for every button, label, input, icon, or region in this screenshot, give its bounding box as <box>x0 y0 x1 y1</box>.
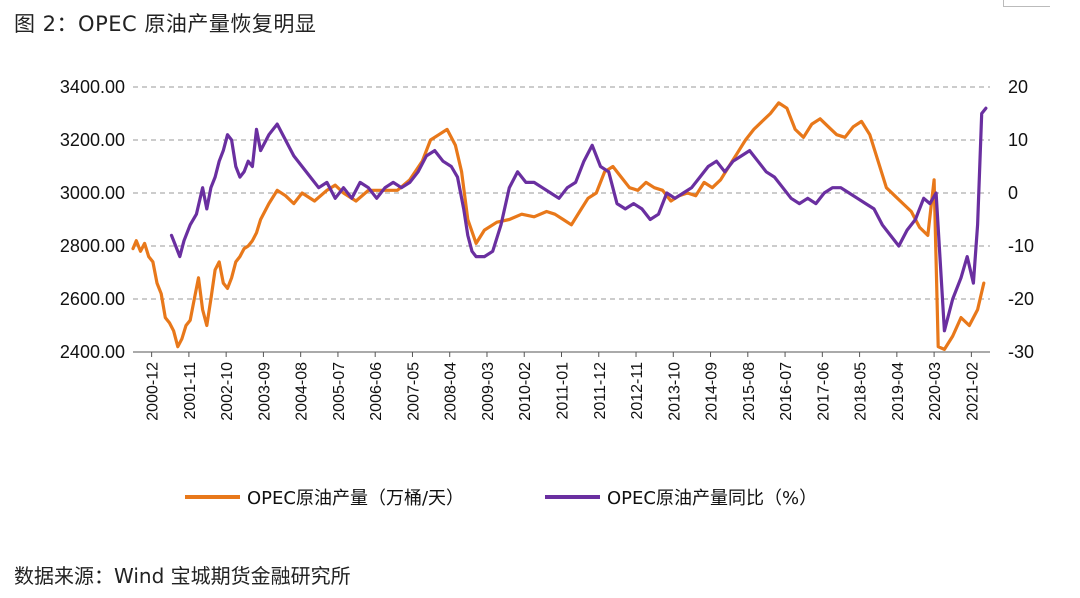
x-tick-label: 2003-09 <box>256 362 273 421</box>
y-left-tick-label: 3200.00 <box>60 130 125 150</box>
x-tick-label: 2016-07 <box>778 362 795 421</box>
x-tick-label: 2018-05 <box>853 362 870 421</box>
x-tick-label: 2011-01 <box>555 362 572 420</box>
page-corner-rule <box>1003 0 1050 7</box>
source-note: 数据来源：Wind 宝城期货金融研究所 <box>14 564 351 588</box>
x-tick-label: 2007-05 <box>405 362 422 421</box>
x-tick-label: 2002-10 <box>219 362 236 421</box>
x-tick-label: 2015-08 <box>741 362 758 421</box>
y-left-tick-label: 2800.00 <box>60 236 125 256</box>
x-tick-label: 2020-03 <box>927 362 944 421</box>
x-tick-label: 2021-02 <box>964 362 981 421</box>
series-line-production <box>131 101 986 351</box>
x-tick-label: 2000-12 <box>145 362 162 421</box>
y-left-tick-label: 2600.00 <box>60 289 125 309</box>
x-tick-label: 2001-11 <box>182 362 199 420</box>
y-left-tick-label: 2400.00 <box>60 342 125 362</box>
legend-label: OPEC原油产量同比（%） <box>607 488 817 509</box>
x-tick-label: 2005-07 <box>331 362 348 421</box>
legend-label: OPEC原油产量（万桶/天） <box>247 488 464 509</box>
y-right-tick-label: 0 <box>1008 183 1018 203</box>
figure-title: 图 2：OPEC 原油产量恢复明显 <box>14 12 317 36</box>
x-tick-label: 2012-11 <box>629 362 646 420</box>
x-tick-label: 2009-03 <box>480 362 497 421</box>
y-right-tick-label: -20 <box>1008 289 1034 309</box>
x-tick-label: 2004-08 <box>294 362 311 421</box>
y-right-tick-label: -30 <box>1008 342 1034 362</box>
y-left-tick-label: 3000.00 <box>60 183 125 203</box>
x-tick-label: 2019-04 <box>890 362 907 421</box>
x-tick-label: 2008-04 <box>443 362 460 421</box>
y-right-tick-label: 20 <box>1008 77 1028 97</box>
y-right-tick-label: 10 <box>1008 130 1028 150</box>
x-tick-label: 2010-02 <box>517 362 534 421</box>
y-left-tick-label: 3400.00 <box>60 77 125 97</box>
x-tick-label: 2017-06 <box>815 362 832 421</box>
x-tick-label: 2014-09 <box>704 362 721 421</box>
series-line-yoy <box>169 106 988 333</box>
x-tick-label: 2011-12 <box>592 362 609 420</box>
y-right-tick-label: -10 <box>1008 236 1034 256</box>
x-tick-label: 2006-06 <box>368 362 385 421</box>
x-tick-label: 2013-10 <box>666 362 683 421</box>
